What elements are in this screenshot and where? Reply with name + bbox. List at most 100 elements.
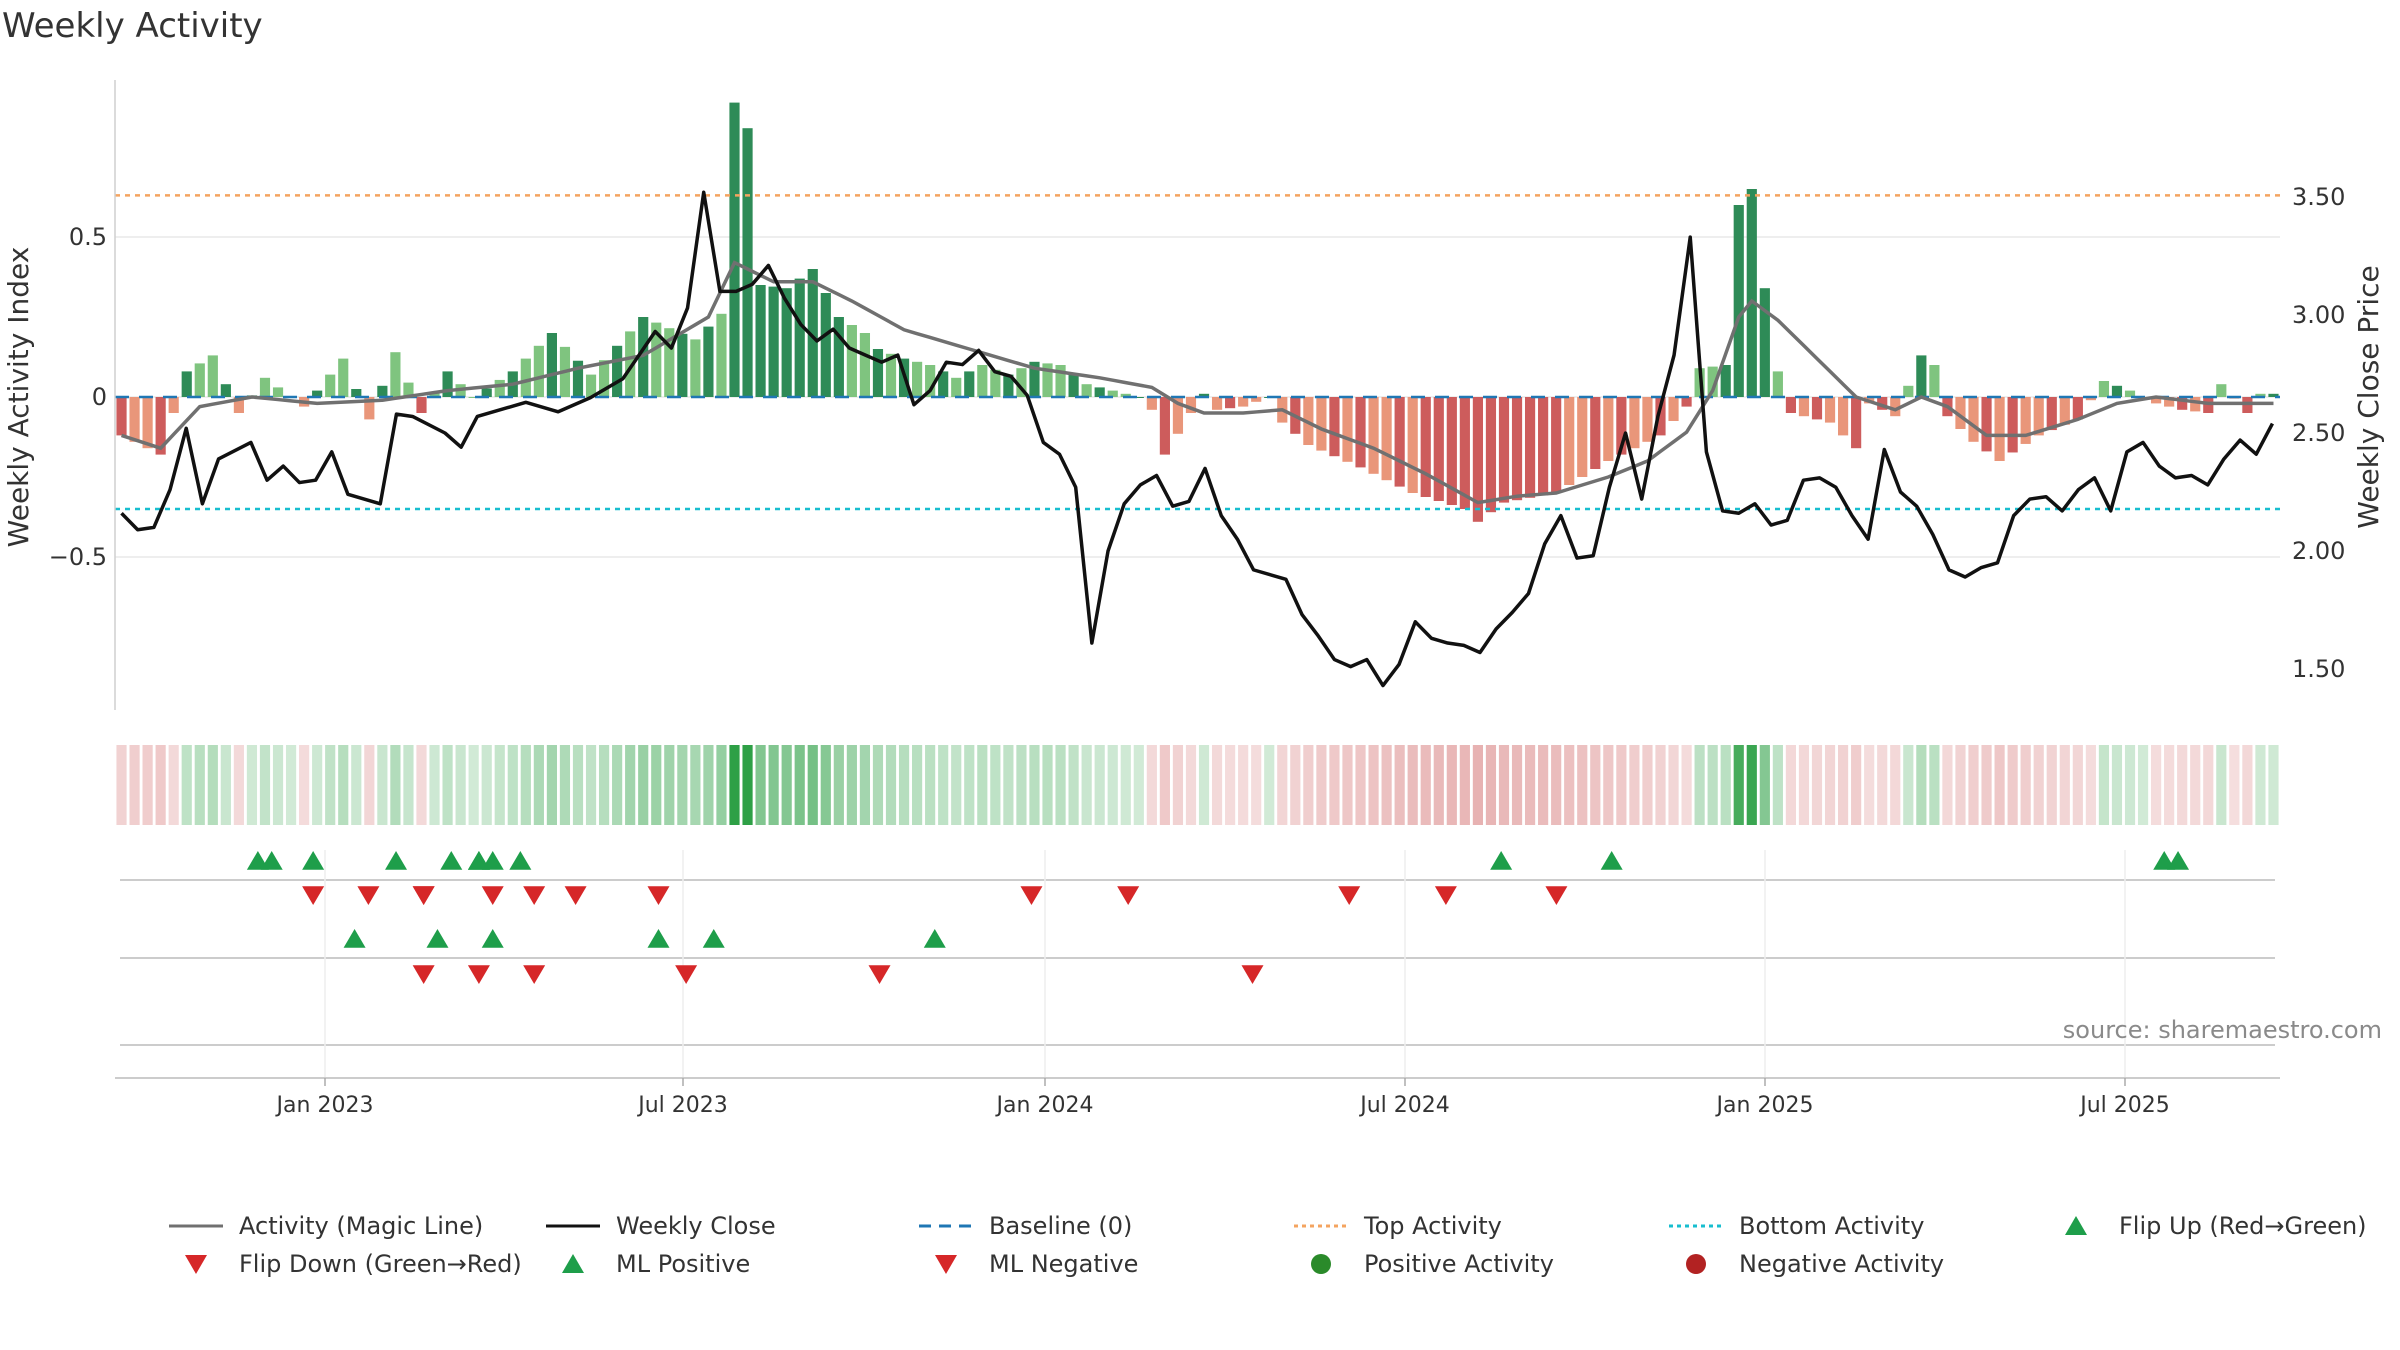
heat-cell [207,745,218,825]
heat-cell [116,745,127,825]
heat-cell [325,745,336,825]
activity-bar [312,390,323,397]
activity-bar [1159,397,1170,455]
activity-bar [1068,374,1079,397]
heat-cell [1838,745,1849,825]
activity-bar [259,377,271,397]
heat-cell [1185,745,1197,825]
heat-cell [1877,745,1888,825]
activity-bar [129,397,140,442]
heat-cell [598,745,610,825]
heat-cell [455,745,466,825]
activity-bar [2020,397,2031,444]
heat-cell [1342,745,1353,825]
heat-cell [1407,745,1418,825]
heat-cell [364,745,375,825]
heat-cell [2020,745,2031,825]
activity-bars [116,102,2279,522]
activity-bar [207,355,218,397]
heat-cell [338,745,349,825]
right-axis-label: Weekly Close Price [2352,265,2385,528]
heat-cell [1511,745,1523,825]
heat-cell [1551,745,1562,825]
ml-positive-marker [923,929,946,948]
activity-bar [377,385,388,397]
activity-bar [1772,371,1783,397]
activity-bar [1029,361,1040,397]
heat-cell [1381,745,1392,825]
activity-bar [1459,397,1470,509]
x-tick-label: Jul 2024 [1358,1093,1450,1118]
heat-cell [194,745,205,825]
activity-bar [1394,397,1405,487]
heat-cell [1864,745,1875,825]
circle-icon [1311,1254,1331,1274]
heat-cell [1720,745,1731,825]
heat-cell [1642,745,1653,825]
heat-cell [155,745,166,825]
heat-cell [533,745,544,825]
line-dashed-icon [919,1224,973,1228]
heat-cell [1290,745,1301,825]
heat-cell [246,745,258,825]
activity-bar [1055,365,1066,397]
heat-cell [1981,745,1992,825]
activity-bar [468,397,479,398]
flip-up-marker [440,851,463,870]
heat-cell [742,745,753,825]
activity-bar [181,371,192,397]
heat-cell [1211,745,1223,825]
left-tick-label: −0.5 [49,543,107,571]
heat-cell [638,745,649,825]
heat-cell [1368,745,1379,825]
activity-bar [168,397,179,413]
activity-bar [1381,397,1392,481]
left-axis-label: Weekly Activity Index [2,247,35,548]
chart-title: Weekly Activity [2,6,263,46]
triangle-up-icon [562,1254,584,1273]
activity-bar [742,128,753,397]
activity-bar [1811,397,1823,420]
heat-cell [1759,745,1770,825]
ml-positive-marker [647,929,670,948]
activity-bar [2151,397,2162,404]
heat-cell [912,745,923,825]
heat-cell [1003,745,1014,825]
heat-cell [129,745,140,825]
heat-cell [885,745,897,825]
heat-cell [220,745,231,825]
legend-label: Flip Up (Red→Green) [2119,1212,2367,1240]
ml-negative-marker [868,965,891,984]
heat-cell [1238,745,1249,825]
activity-bar [572,360,584,397]
activity-bar [1485,397,1497,513]
heat-cell [951,745,962,825]
activity-bar [1616,397,1627,455]
activity-bar [807,269,818,397]
activity-bar [612,345,623,397]
activity-bar [1851,397,1862,449]
heat-cell [403,745,414,825]
heat-cell [312,745,323,825]
activity-bar [820,293,831,397]
activity-bar [1094,387,1105,397]
heat-cell [377,745,388,825]
activity-bar [729,102,740,397]
heat-cell [938,745,949,825]
heat-cell [859,745,871,825]
legend-item: Bottom Activity [1665,1208,1924,1244]
legend-label: Baseline (0) [989,1212,1133,1240]
heat-cell [1694,745,1705,825]
heat-cell [2033,745,2044,825]
heat-cell [1890,745,1901,825]
ml-negative-marker [1241,965,1264,984]
right-tick-label: 3.00 [2292,301,2345,329]
heat-cell [2242,745,2253,825]
activity-bar [2046,397,2057,431]
activity-bar [1146,397,1157,410]
heat-cell [429,745,440,825]
heat-cell [1068,745,1079,825]
heat-cell [1303,745,1314,825]
activity-chart: 0.5 0 −0.5 3.50 3.00 2.50 2.00 1.50 Weekly Activ… [2,80,2385,1118]
flip-down-marker [357,886,380,905]
